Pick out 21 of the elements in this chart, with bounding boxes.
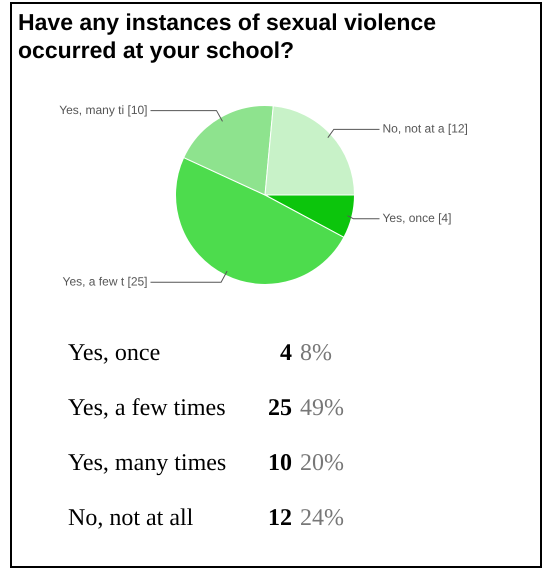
text: 24%	[300, 505, 344, 532]
text: Yes, once	[68, 340, 160, 367]
text: 49%	[300, 395, 344, 422]
slice-label: Yes, many ti	[59, 102, 124, 117]
slice-label: No, not at a	[382, 122, 445, 136]
text: 20%	[300, 450, 344, 477]
text: 10	[268, 450, 292, 477]
data-label: [4]	[438, 211, 452, 226]
text: 8%	[300, 340, 332, 367]
chart-title: Have any instances of sexual violence occurred at your school?	[18, 8, 438, 64]
data-label: [25]	[127, 274, 148, 289]
text: 12	[268, 505, 292, 532]
text: 25	[268, 395, 292, 422]
text: 4	[280, 340, 292, 367]
data-label: [12]	[448, 122, 468, 136]
data-label: [10]	[127, 102, 148, 117]
slice-label: Yes, a few t	[62, 274, 125, 289]
text: Yes, a few times	[68, 395, 226, 422]
text: Yes, many times	[68, 450, 226, 477]
text: No, not at all	[68, 505, 194, 532]
slice-label: Yes, once	[382, 211, 436, 226]
